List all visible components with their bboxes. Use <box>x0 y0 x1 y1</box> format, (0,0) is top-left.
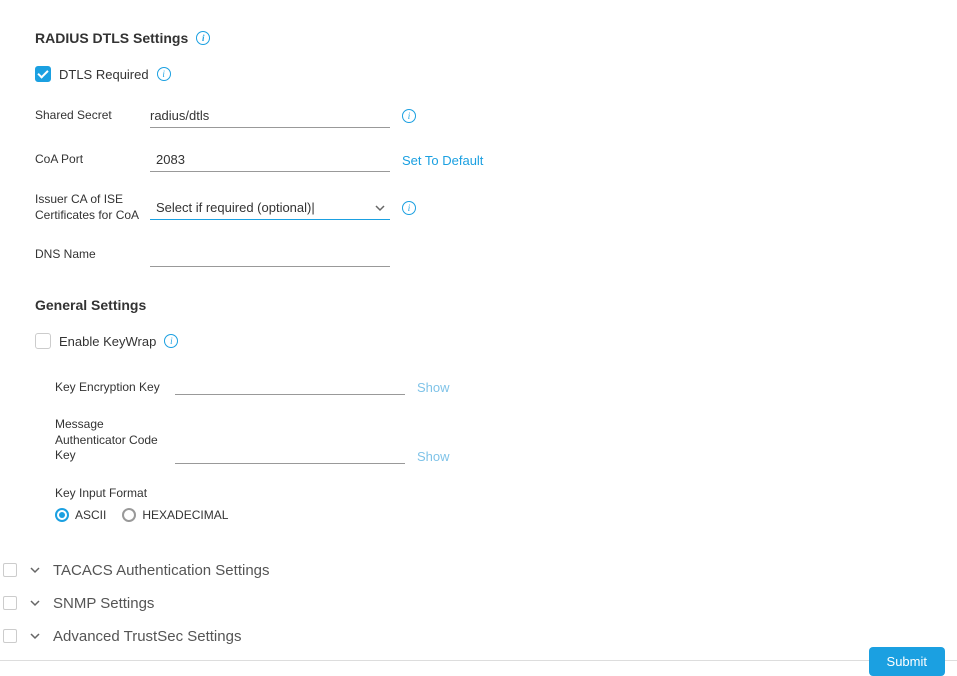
coa-port-input[interactable] <box>150 148 390 172</box>
ascii-radio <box>55 508 69 522</box>
shared-secret-row: Shared Secret i <box>35 104 957 128</box>
trustsec-title[interactable]: Advanced TrustSec Settings <box>53 628 241 645</box>
dns-name-row: DNS Name <box>35 243 957 267</box>
msg-auth-row: Message Authenticator Code Key Show <box>55 417 957 464</box>
coa-port-label: CoA Port <box>35 152 150 168</box>
submit-button[interactable]: Submit <box>869 647 945 676</box>
ascii-radio-item[interactable]: ASCII <box>55 508 106 522</box>
coa-port-row: CoA Port Set To Default <box>35 148 957 172</box>
key-input-format-section: Key Input Format ASCII HEXADECIMAL <box>55 486 957 522</box>
hex-radio <box>122 508 136 522</box>
snmp-section: SNMP Settings <box>3 587 957 620</box>
tacacs-section: TACACS Authentication Settings <box>3 554 957 587</box>
key-encryption-row: Key Encryption Key Show <box>55 371 957 395</box>
radius-dtls-title: RADIUS DTLS Settings i <box>35 30 957 46</box>
dns-name-input[interactable] <box>150 243 390 267</box>
msg-auth-label: Message Authenticator Code Key <box>55 417 175 464</box>
chevron-down-icon[interactable] <box>29 564 41 576</box>
chevron-down-icon[interactable] <box>29 630 41 642</box>
enable-keywrap-checkbox[interactable] <box>35 333 51 349</box>
chevron-down-icon[interactable] <box>29 597 41 609</box>
info-icon[interactable]: i <box>402 109 416 123</box>
ascii-radio-label: ASCII <box>75 508 106 522</box>
snmp-title[interactable]: SNMP Settings <box>53 595 154 612</box>
info-icon[interactable]: i <box>196 31 210 45</box>
shared-secret-input[interactable] <box>150 104 390 128</box>
info-icon[interactable]: i <box>402 201 416 215</box>
enable-keywrap-row: Enable KeyWrap i <box>35 333 957 349</box>
issuer-ca-label: Issuer CA of ISE Certificates for CoA <box>35 192 150 223</box>
snmp-checkbox[interactable] <box>3 596 17 610</box>
msg-auth-input[interactable] <box>175 440 405 464</box>
footer: Submit <box>0 660 957 676</box>
trustsec-checkbox[interactable] <box>3 629 17 643</box>
tacacs-title[interactable]: TACACS Authentication Settings <box>53 562 270 579</box>
hex-radio-item[interactable]: HEXADECIMAL <box>122 508 228 522</box>
set-to-default-link[interactable]: Set To Default <box>402 153 483 168</box>
radius-dtls-title-text: RADIUS DTLS Settings <box>35 30 188 46</box>
general-settings-title-text: General Settings <box>35 297 146 313</box>
dtls-required-label: DTLS Required <box>59 67 149 82</box>
general-settings-title: General Settings <box>35 297 957 313</box>
dtls-required-checkbox[interactable] <box>35 66 51 82</box>
shared-secret-label: Shared Secret <box>35 108 150 124</box>
info-icon[interactable]: i <box>157 67 171 81</box>
enable-keywrap-label: Enable KeyWrap <box>59 334 156 349</box>
hex-radio-label: HEXADECIMAL <box>142 508 228 522</box>
dns-name-label: DNS Name <box>35 247 150 263</box>
show-link[interactable]: Show <box>417 449 450 464</box>
trustsec-section: Advanced TrustSec Settings <box>3 620 957 653</box>
issuer-ca-selected: Select if required (optional)| <box>150 196 390 220</box>
show-link[interactable]: Show <box>417 380 450 395</box>
key-encryption-input[interactable] <box>175 371 405 395</box>
tacacs-checkbox[interactable] <box>3 563 17 577</box>
key-encryption-label: Key Encryption Key <box>55 380 175 396</box>
dtls-required-row: DTLS Required i <box>35 66 957 82</box>
issuer-ca-select[interactable]: Select if required (optional)| <box>150 196 390 220</box>
key-input-format-label: Key Input Format <box>55 486 957 500</box>
info-icon[interactable]: i <box>164 334 178 348</box>
issuer-ca-row: Issuer CA of ISE Certificates for CoA Se… <box>35 192 957 223</box>
